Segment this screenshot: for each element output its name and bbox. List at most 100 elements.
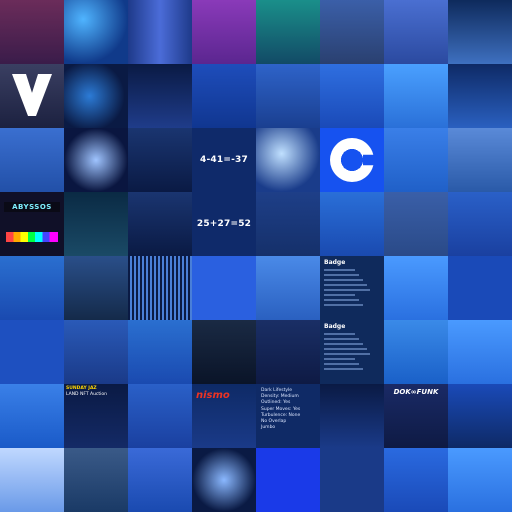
document-text-tile[interactable] <box>384 192 448 256</box>
crystal-ball-scene[interactable] <box>64 128 128 192</box>
badge-title: Badge <box>324 323 346 330</box>
sunday-jazz-tile[interactable]: SUNDAY JAZ LAND NFT Auction <box>64 384 128 448</box>
green-hair-woman-portrait[interactable] <box>256 0 320 64</box>
equation-text: 25+27=52 <box>196 219 252 229</box>
badge-title: Badge <box>324 259 346 266</box>
lightning-robot-figure[interactable] <box>256 128 320 192</box>
surfing-dragon-art[interactable] <box>0 256 64 320</box>
cat-lady-portrait[interactable] <box>256 64 320 128</box>
blue-bubbles-collage[interactable] <box>64 0 128 64</box>
badge-row <box>324 333 355 335</box>
stats-line: Super Moves: Yes <box>261 406 301 412</box>
badge-row <box>324 368 363 370</box>
pink-ape-character[interactable] <box>384 320 448 384</box>
pink-masked-face[interactable] <box>64 320 128 384</box>
bald-cartoon-man[interactable] <box>192 256 256 320</box>
pixel-hat-ape[interactable] <box>384 64 448 128</box>
blue-fish-sketch[interactable] <box>448 128 512 192</box>
abyssos-title: ABYSSOS <box>4 202 60 212</box>
color-bars <box>6 232 58 242</box>
dark-hair-anime-girl[interactable] <box>256 320 320 384</box>
stats-line: Dark Lifestyle <box>261 388 293 393</box>
stats-line: Jumbo <box>261 425 276 431</box>
badge-panel: Badge <box>320 256 384 320</box>
solid-blue-tile[interactable] <box>256 448 320 512</box>
anime-witch-character[interactable] <box>0 0 64 64</box>
cyber-city-scene[interactable] <box>448 384 512 448</box>
sunday-jazz-subtitle: LAND NFT Auction <box>66 391 108 397</box>
v-logo-tile[interactable] <box>0 64 64 128</box>
bearded-gnome-character[interactable] <box>384 0 448 64</box>
blueprint-sketch[interactable] <box>256 192 320 256</box>
badge-row <box>324 343 363 345</box>
nismo-label: nismo <box>196 390 230 401</box>
badge-stats-panel-b[interactable]: Badge <box>320 320 384 384</box>
pixel-green-kid[interactable] <box>448 256 512 320</box>
orange-eye-art[interactable] <box>128 384 192 448</box>
golden-frame-art[interactable] <box>0 448 64 512</box>
wolf-glasses-art[interactable] <box>64 448 128 512</box>
badge-row <box>324 274 359 276</box>
light-streak-art[interactable] <box>192 448 256 512</box>
pixel-robot-character[interactable] <box>192 0 256 64</box>
badge-row <box>324 358 355 360</box>
glitch-face-art[interactable] <box>320 384 384 448</box>
badge-row <box>324 363 359 365</box>
v-logo-icon <box>12 74 52 116</box>
pixel-ui-collage[interactable] <box>128 0 192 64</box>
twin-figures-scene[interactable] <box>320 192 384 256</box>
coinbase-logo-tile[interactable] <box>320 128 384 192</box>
green-shirt-man[interactable] <box>384 256 448 320</box>
sunday-jazz-title: SUNDAY JAZ <box>66 386 97 391</box>
equation-tile-a[interactable]: 4-41=-37 <box>192 128 256 192</box>
pink-pool-art[interactable] <box>448 448 512 512</box>
gas-mask-figure[interactable] <box>64 256 128 320</box>
stats-line: Turbulence: None <box>261 412 301 418</box>
equation-tile-b[interactable]: 25+27=52 <box>192 192 256 256</box>
white-cat-masked[interactable] <box>128 448 192 512</box>
dark-lifestyle-stats[interactable]: Dark Lifestyle Density: Medium Outlined: Y… <box>256 384 320 448</box>
moon-night-blob[interactable] <box>128 64 192 128</box>
rainbow-umbrella-art[interactable] <box>0 384 64 448</box>
badge-panel: Badge <box>320 320 384 384</box>
badge-stats-panel-a[interactable]: Badge <box>320 256 384 320</box>
dark-hooded-figure[interactable] <box>192 320 256 384</box>
pixel-masked-ape[interactable] <box>320 64 384 128</box>
abyssos-tile[interactable]: ABYSSOS <box>0 192 64 256</box>
empty-blue-tile[interactable] <box>0 320 64 384</box>
badge-row <box>324 338 359 340</box>
badge-row <box>324 348 367 350</box>
badge-row <box>324 279 363 281</box>
zombie-cat-character[interactable] <box>320 0 384 64</box>
brown-bear-character[interactable] <box>384 128 448 192</box>
coinbase-logo-icon <box>330 138 374 182</box>
badge-row <box>324 299 359 301</box>
dok-funk-label: DOK∞FUNK <box>393 388 439 396</box>
nismo-car-tile[interactable]: nismo <box>192 384 256 448</box>
whisky-bottle-art[interactable] <box>128 320 192 384</box>
donkey-hoodie-art[interactable] <box>384 448 448 512</box>
stats-line: Density: Medium <box>261 394 299 400</box>
ornate-frame-figure-2[interactable] <box>128 192 192 256</box>
sunday-jazz-label: SUNDAY JAZ LAND NFT Auction <box>66 386 126 397</box>
neon-tree-art[interactable] <box>64 64 128 128</box>
striped-pattern-tile[interactable] <box>128 256 192 320</box>
red-robot-dog[interactable] <box>192 64 256 128</box>
stats-line: Outlined: Yes <box>261 400 291 406</box>
badge-row <box>324 269 355 271</box>
ornate-frame-figure[interactable] <box>128 128 192 192</box>
stats-panel: Dark Lifestyle Density: Medium Outlined: Y… <box>256 384 320 448</box>
teal-haired-character[interactable] <box>448 192 512 256</box>
party-hat-character[interactable] <box>448 320 512 384</box>
green-capsule-art[interactable] <box>448 64 512 128</box>
navy-blank-tile[interactable] <box>320 448 384 512</box>
stats-line: No Overlap <box>261 419 287 425</box>
dok-funk-tile[interactable]: DOK∞FUNK <box>384 384 448 448</box>
badge-row <box>324 284 367 286</box>
space-jets-scene[interactable] <box>448 0 512 64</box>
money-rain-character[interactable] <box>256 256 320 320</box>
badge-row <box>324 294 355 296</box>
pink-hair-anime-girl[interactable] <box>0 128 64 192</box>
underwater-fish-scene[interactable] <box>64 192 128 256</box>
